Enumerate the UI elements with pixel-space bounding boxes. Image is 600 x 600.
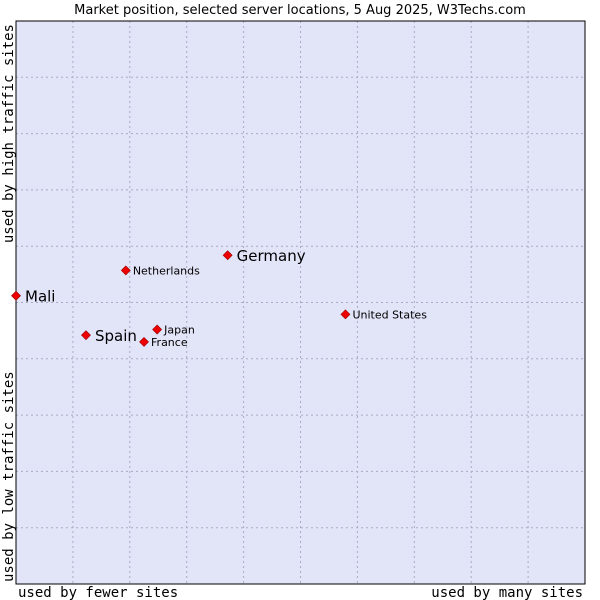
label-japan: Japan	[163, 324, 195, 337]
marker-japan	[152, 324, 163, 335]
label-mali: Mali	[25, 288, 55, 306]
point-united-states: United States	[340, 308, 427, 321]
point-mali: Mali	[11, 288, 55, 306]
grid-lines	[16, 21, 585, 584]
point-netherlands: Netherlands	[120, 264, 200, 277]
marker-france	[139, 336, 149, 347]
chart-title: Market position, selected server locatio…	[74, 3, 526, 18]
marker-mali	[11, 290, 21, 301]
x-axis-label-left: used by fewer sites	[18, 585, 178, 600]
point-france: France	[139, 336, 188, 349]
label-united-states: United States	[352, 308, 427, 321]
marker-germany	[222, 250, 233, 261]
x-axis-label-right: used by many sites	[431, 585, 583, 600]
marker-spain	[81, 330, 91, 341]
label-spain: Spain	[95, 327, 137, 345]
plot-border	[15, 20, 586, 585]
y-axis-label-top: used by high traffic sites	[1, 24, 17, 243]
y-axis-label-bottom: used by low traffic sites	[1, 371, 17, 582]
label-france: France	[151, 336, 188, 349]
point-japan: Japan	[152, 324, 195, 337]
label-germany: Germany	[237, 247, 306, 265]
marker-united-states	[340, 309, 351, 320]
point-spain: Spain	[81, 327, 137, 345]
label-netherlands: Netherlands	[133, 264, 200, 277]
point-germany: Germany	[222, 247, 306, 265]
marker-netherlands	[120, 265, 131, 276]
